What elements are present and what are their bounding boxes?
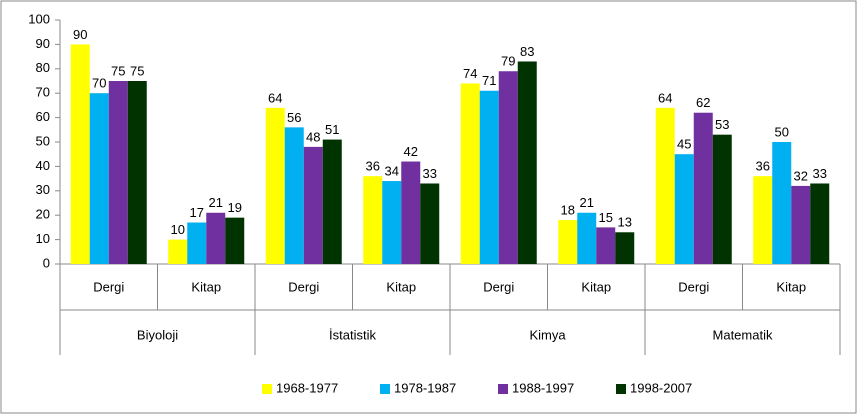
value-label: 90 [73,27,87,42]
legend-swatch [380,384,390,394]
y-tick-label: 40 [36,158,50,173]
y-tick-label: 70 [36,85,50,100]
x-tick-label: Kitap [581,279,611,294]
value-label: 56 [287,110,301,125]
bar [517,61,537,265]
bar [401,161,421,264]
y-tick-label: 10 [36,231,50,246]
bar [265,107,285,264]
value-label: 36 [756,159,770,174]
bar [89,93,109,264]
bar [615,232,635,264]
x-tick-label: Kitap [386,279,416,294]
legend-label: 1968-1977 [276,380,338,395]
bar [712,134,732,264]
value-label: 48 [306,129,320,144]
value-label: 18 [561,203,575,218]
value-label: 10 [171,222,185,237]
bar [753,176,773,264]
bar [577,212,597,264]
bar [322,139,342,264]
y-tick-label: 80 [36,60,50,75]
bar [772,142,792,264]
x-tick-label: Kitap [776,279,806,294]
bar [127,81,147,264]
bar [674,154,694,264]
bar [693,112,713,264]
bar [596,227,616,264]
value-label: 71 [482,73,496,88]
y-tick-label: 90 [36,36,50,51]
legend-label: 1988-1997 [512,380,574,395]
bar [187,222,207,264]
y-tick-label: 30 [36,182,50,197]
value-label: 50 [775,124,789,139]
bar [791,185,811,264]
value-label: 33 [813,166,827,181]
value-label: 53 [715,117,729,132]
bar [382,181,402,264]
legend-swatch [498,384,508,394]
value-label: 32 [794,168,808,183]
y-tick-label: 50 [36,133,50,148]
group-label: İstatistik [329,327,376,342]
y-tick-label: 20 [36,207,50,222]
value-label: 79 [501,54,515,69]
group-label: Kimya [529,327,566,342]
bar [168,239,188,264]
x-tick-label: Dergi [678,279,709,294]
value-label: 51 [325,122,339,137]
value-label: 45 [677,137,691,152]
y-tick-label: 100 [28,11,50,26]
x-tick-label: Kitap [191,279,221,294]
bar [498,71,518,265]
bar [655,107,675,264]
value-label: 36 [366,159,380,174]
bar [363,176,383,264]
value-label: 70 [92,76,106,91]
bar [108,81,128,264]
value-label: 64 [658,90,672,105]
x-tick-label: Dergi [93,279,124,294]
bar [284,127,304,264]
value-label: 62 [696,95,710,110]
group-label: Biyoloji [137,327,178,342]
value-label: 21 [580,195,594,210]
value-label: 17 [190,205,204,220]
value-label: 74 [463,66,477,81]
value-label: 19 [228,200,242,215]
x-tick-label: Dergi [288,279,319,294]
bar [558,220,578,264]
value-label: 75 [111,63,125,78]
value-label: 42 [404,144,418,159]
bar [420,183,440,264]
value-label: 15 [599,210,613,225]
value-label: 33 [423,166,437,181]
y-tick-label: 0 [43,255,50,270]
value-label: 64 [268,90,282,105]
x-tick-label: Dergi [483,279,514,294]
value-label: 83 [520,44,534,59]
legend-label: 1978-1987 [394,380,456,395]
group-label: Matematik [713,327,773,342]
legend-swatch [262,384,272,394]
legend-swatch [616,384,626,394]
y-tick-label: 60 [36,109,50,124]
bar [303,146,323,264]
bar [479,90,499,264]
value-label: 13 [618,215,632,230]
value-label: 21 [209,195,223,210]
bar [460,83,480,264]
bar [70,44,90,265]
value-label: 34 [385,163,399,178]
bar [810,183,830,264]
value-label: 75 [130,63,144,78]
bar [225,217,245,264]
legend-label: 1998-2007 [630,380,692,395]
bar [206,212,226,264]
